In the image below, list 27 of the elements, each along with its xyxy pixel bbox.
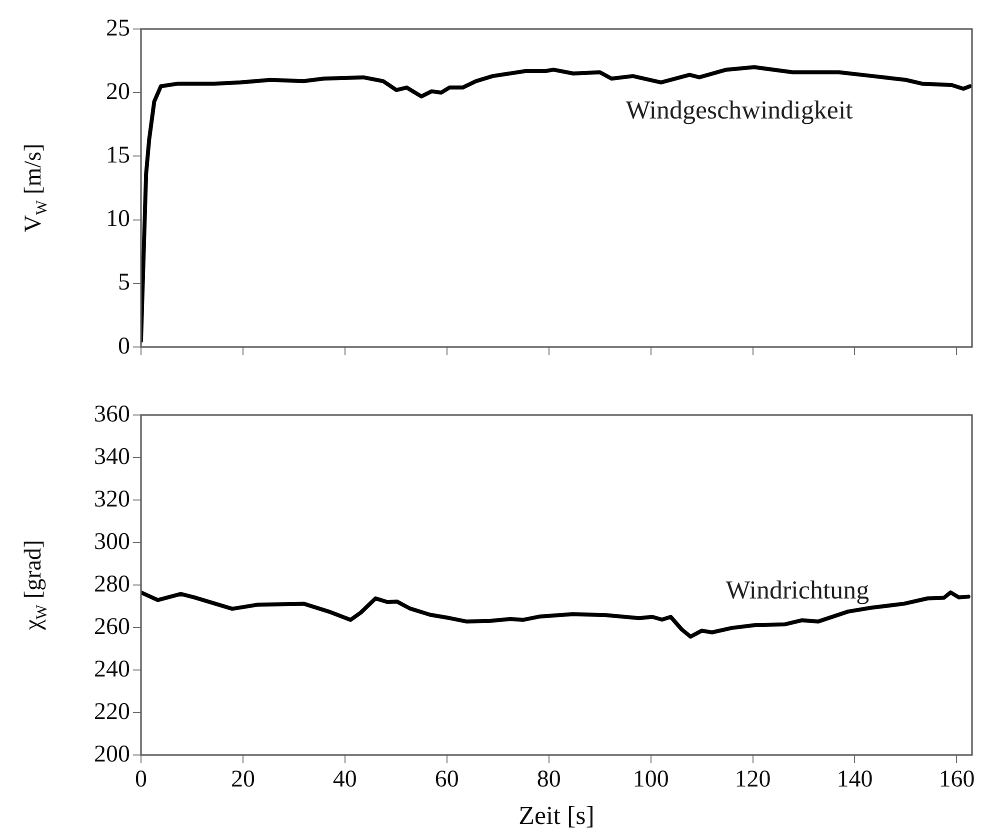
y-tick-label: 25 — [106, 15, 130, 42]
x-tick-label: 100 — [632, 766, 669, 793]
y-tick-label: 200 — [94, 741, 130, 768]
y-tick-label: 20 — [106, 78, 130, 105]
x-tick-label: 120 — [734, 766, 771, 793]
y-tick-label: 260 — [94, 614, 130, 640]
y-tick-label: 10 — [106, 206, 130, 232]
x-tick-label: 60 — [434, 766, 459, 793]
annotation: Windgeschwindigkeit — [626, 96, 854, 125]
y-tick-label: 360 — [94, 401, 130, 428]
x-tick-label: 160 — [938, 766, 975, 793]
x-tick-label: 40 — [332, 766, 357, 793]
x-tick-label: 140 — [836, 766, 873, 793]
y-tick-label: 0 — [118, 333, 130, 360]
x-tick-label: 20 — [230, 766, 255, 793]
y-tick-label: 340 — [94, 444, 130, 470]
x-tick-label: 80 — [536, 766, 561, 793]
y-tick-label: 15 — [106, 142, 130, 168]
x-axis-title: Zeit [s] — [518, 801, 594, 830]
y-tick-label: 280 — [94, 571, 130, 598]
y-tick-label: 220 — [94, 698, 130, 725]
y-tick-label: 300 — [94, 528, 130, 555]
annotation: Windrichtung — [726, 576, 870, 605]
y-tick-label: 5 — [118, 270, 130, 296]
y-tick-label: 320 — [94, 486, 130, 512]
x-tick-label: 0 — [135, 766, 147, 793]
y-tick-label: 240 — [94, 656, 130, 682]
